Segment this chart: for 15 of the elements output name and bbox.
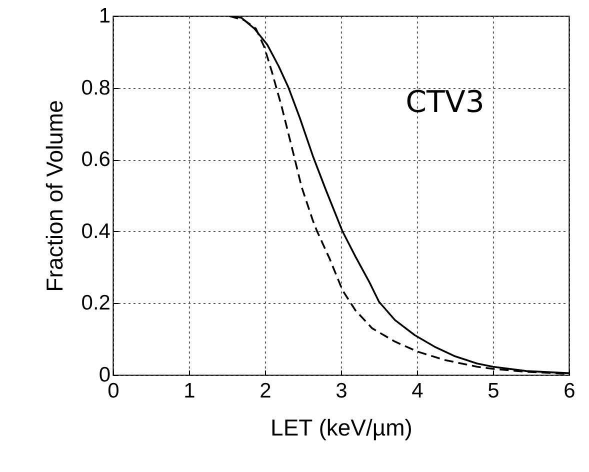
annotation: CTV3 [406,85,484,120]
y-tick-label: 0.8 [81,76,110,100]
x-tick-label: 3 [336,380,348,402]
y-tick-label: 0.2 [81,292,110,315]
x-tick-label: 1 [184,380,196,402]
x-tick-label: 2 [260,380,272,402]
y-tick-label: 0.6 [81,148,110,172]
y-tick-label: 0 [98,364,110,386]
x-tick-label: 4 [412,380,424,402]
y-tick-label: 0.4 [81,220,111,243]
x-axis-title: LET (keV/µm) [270,414,412,440]
x-tick-label: 5 [488,380,500,402]
x-tick-label: 6 [564,380,576,402]
y-tick-label: 1 [98,4,110,28]
y-axis-title: Fraction of Volume [41,100,68,292]
